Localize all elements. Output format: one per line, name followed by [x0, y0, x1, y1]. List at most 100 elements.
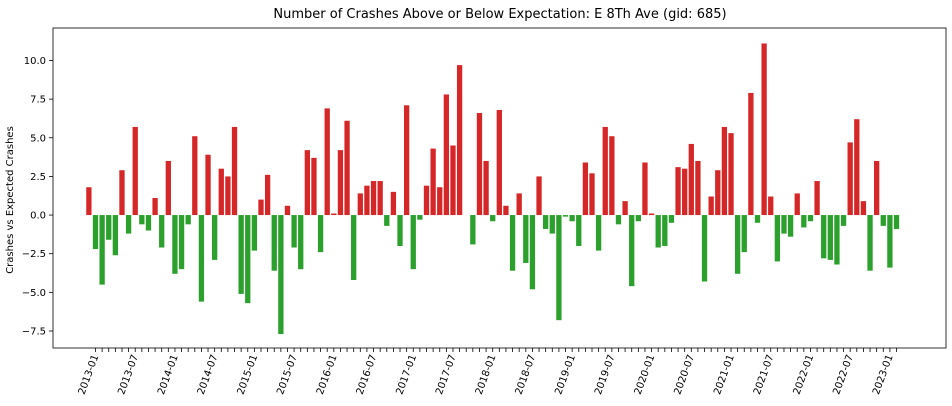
bar — [231, 126, 238, 216]
bar — [814, 181, 820, 216]
bar — [291, 215, 297, 248]
bar — [483, 160, 489, 216]
bar — [787, 215, 794, 237]
bar — [582, 162, 589, 216]
bar — [874, 160, 880, 216]
bar — [556, 215, 562, 321]
bar — [112, 215, 119, 256]
bar — [86, 187, 92, 216]
bar — [629, 215, 635, 287]
bar — [443, 94, 450, 216]
bar — [357, 193, 363, 216]
bar — [304, 150, 310, 216]
bar — [774, 215, 781, 262]
y-tick-label: −5.0 — [22, 288, 46, 299]
bar — [258, 199, 264, 216]
bar — [344, 120, 350, 216]
bar — [668, 215, 675, 223]
bar — [496, 109, 502, 216]
bar — [423, 185, 430, 216]
bar — [642, 162, 648, 216]
bar — [840, 215, 847, 226]
bar — [430, 148, 436, 216]
bar — [536, 176, 542, 216]
y-tick-label: 2.5 — [30, 172, 46, 183]
bar — [615, 215, 622, 225]
bar — [675, 167, 681, 216]
bar — [145, 215, 152, 231]
y-tick-label: −7.5 — [22, 326, 46, 337]
bar — [503, 205, 509, 216]
bar — [377, 181, 383, 216]
y-tick-label: 7.5 — [30, 95, 46, 106]
bar — [119, 170, 125, 216]
bar — [364, 185, 370, 216]
bar — [549, 215, 555, 234]
bar — [854, 119, 860, 216]
bar — [159, 215, 165, 248]
bar — [708, 196, 714, 216]
bar — [456, 65, 463, 216]
bar — [543, 215, 549, 229]
bar — [688, 143, 694, 216]
bar — [523, 215, 529, 263]
bar — [635, 215, 641, 222]
bar — [152, 198, 158, 216]
bar — [602, 126, 608, 216]
bar — [337, 150, 344, 216]
bar — [470, 215, 476, 245]
bar — [317, 215, 324, 253]
bar — [384, 215, 390, 226]
bar — [655, 215, 661, 248]
bar — [417, 215, 423, 220]
bar — [794, 193, 800, 216]
bar — [218, 168, 224, 216]
bar — [331, 213, 337, 216]
bar — [450, 145, 456, 216]
bar — [212, 215, 218, 260]
chart-title: Number of Crashes Above or Below Expecta… — [273, 7, 726, 22]
bar — [390, 191, 397, 216]
bar — [271, 215, 277, 271]
bar — [516, 193, 522, 216]
bar — [768, 196, 774, 216]
bar — [748, 92, 754, 216]
bar — [172, 215, 178, 274]
bar — [284, 205, 291, 216]
bar — [192, 136, 198, 216]
bars — [86, 43, 900, 335]
bar — [648, 213, 655, 216]
bar — [589, 173, 595, 216]
y-tick-label: −2.5 — [22, 249, 46, 260]
bar — [311, 157, 317, 216]
bar — [807, 215, 814, 222]
bar — [397, 215, 403, 246]
bar — [728, 133, 734, 216]
bar — [99, 215, 105, 285]
bar — [662, 215, 668, 246]
bar — [821, 215, 827, 259]
bar — [490, 215, 496, 222]
y-tick-label: 5.0 — [30, 133, 46, 144]
bar — [403, 105, 410, 216]
bar — [761, 43, 767, 216]
bar — [893, 215, 900, 229]
bar — [125, 215, 132, 234]
bar — [139, 215, 145, 225]
bar — [251, 215, 258, 251]
bar — [225, 176, 231, 216]
bar — [834, 215, 840, 265]
bar — [410, 215, 416, 270]
bar — [324, 108, 330, 216]
bar — [562, 215, 569, 217]
y-axis-ticks: −7.5 −5.0 −2.5 0.0 2.5 5.0 7.5 10.0 — [22, 56, 53, 337]
bar — [734, 215, 741, 274]
bar — [867, 215, 873, 271]
bar — [245, 215, 251, 304]
bar — [576, 215, 582, 246]
bar — [860, 201, 867, 216]
bar — [887, 215, 893, 268]
bar — [278, 215, 284, 335]
